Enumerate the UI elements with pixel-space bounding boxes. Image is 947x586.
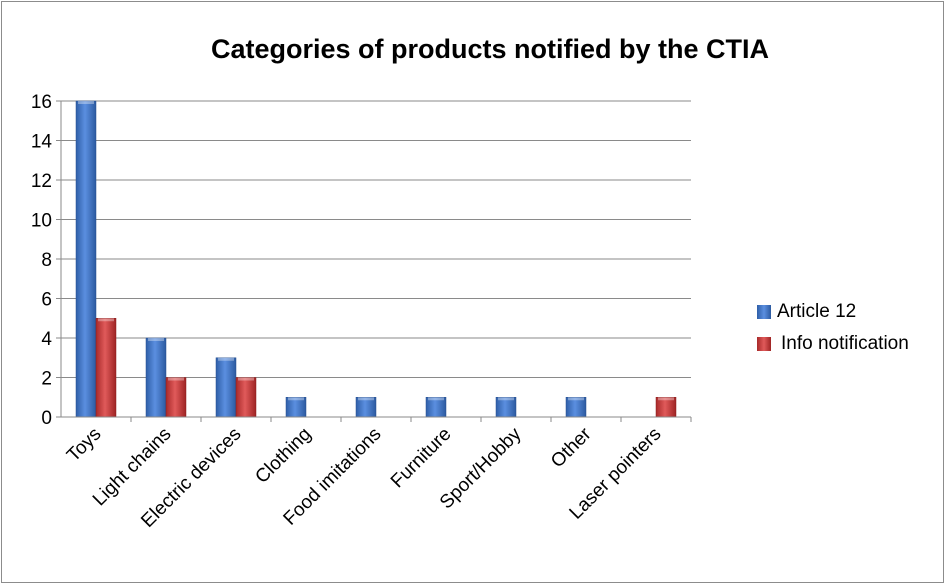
- bar-highlight: [568, 397, 584, 401]
- bar-highlight: [288, 397, 304, 401]
- legend-swatch-info-notification: [757, 337, 771, 351]
- x-tick-label: Other: [547, 423, 596, 472]
- y-tick-label: 2: [41, 369, 52, 390]
- bar-highlight: [168, 377, 184, 381]
- x-tick-label: Clothing: [251, 424, 315, 488]
- bar-highlight: [498, 397, 514, 401]
- y-tick-label: 4: [41, 329, 52, 350]
- legend-label-info-notification: Info notification: [781, 333, 909, 354]
- bar-info-notification: [165, 377, 187, 418]
- bar-highlight: [148, 338, 164, 341]
- legend-item-info-notification: Info notification: [757, 328, 909, 360]
- bar-info-notification: [95, 318, 117, 418]
- bar-highlight: [238, 377, 254, 381]
- bar-highlight: [358, 397, 374, 401]
- bar-highlight: [98, 318, 114, 322]
- x-tick-label: Toys: [63, 424, 105, 466]
- bar-article-12: [215, 357, 237, 418]
- x-tick-label: Furniture: [387, 424, 456, 493]
- legend: Article 12 Info notification: [757, 296, 909, 360]
- y-tick-label: 6: [41, 290, 52, 311]
- bar-article-12: [145, 337, 167, 418]
- bar-highlight: [428, 397, 444, 401]
- legend-swatch-article-12: [757, 305, 771, 319]
- bar-highlight: [78, 101, 94, 104]
- bar-highlight: [218, 357, 234, 361]
- legend-label-article-12: Article 12: [777, 301, 857, 322]
- bar-info-notification: [235, 377, 257, 418]
- chart-title: Categories of products notified by the C…: [210, 34, 770, 64]
- legend-item-article-12: Article 12: [757, 296, 909, 328]
- bar-article-12: [75, 100, 97, 418]
- y-tick-label: 16: [31, 92, 52, 113]
- y-tick-label: 14: [31, 132, 53, 153]
- y-tick-label: 8: [41, 250, 52, 271]
- y-tick-label: 12: [31, 171, 52, 192]
- y-tick-label: 0: [41, 408, 52, 429]
- y-tick-label: 10: [31, 211, 52, 232]
- bar-highlight: [658, 397, 674, 401]
